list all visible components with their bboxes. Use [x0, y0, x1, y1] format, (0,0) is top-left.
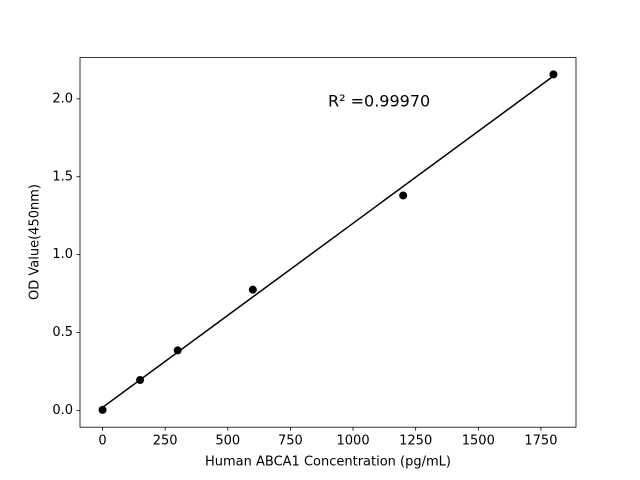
x-axis-label: Human ABCA1 Concentration (pg/mL) [205, 455, 451, 470]
y-axis-label: OD Value(450nm) [28, 184, 43, 300]
data-point [98, 405, 107, 414]
x-tick-label: 1000 [337, 434, 370, 449]
x-tick-label: 1250 [399, 434, 432, 449]
data-point [173, 346, 182, 355]
y-tick-label: 0.5 [52, 325, 73, 340]
annotation: R² =0.99970 [328, 92, 430, 111]
data-point [549, 70, 558, 79]
x-tick-label: 0 [98, 434, 106, 449]
y-tick-label: 1.5 [52, 169, 73, 184]
x-tick-label: 500 [215, 434, 240, 449]
y-tick-label: 2.0 [52, 91, 73, 106]
x-tick-label: 1500 [462, 434, 495, 449]
data-point [248, 285, 257, 294]
x-tick-label: 250 [153, 434, 178, 449]
data-point [399, 191, 408, 200]
y-tick-label: 0.0 [52, 403, 73, 418]
x-tick-label: 1750 [524, 434, 557, 449]
data-point [136, 376, 145, 385]
plot-frame [79, 57, 577, 428]
x-tick-label: 750 [278, 434, 303, 449]
y-tick-label: 1.0 [52, 247, 73, 262]
